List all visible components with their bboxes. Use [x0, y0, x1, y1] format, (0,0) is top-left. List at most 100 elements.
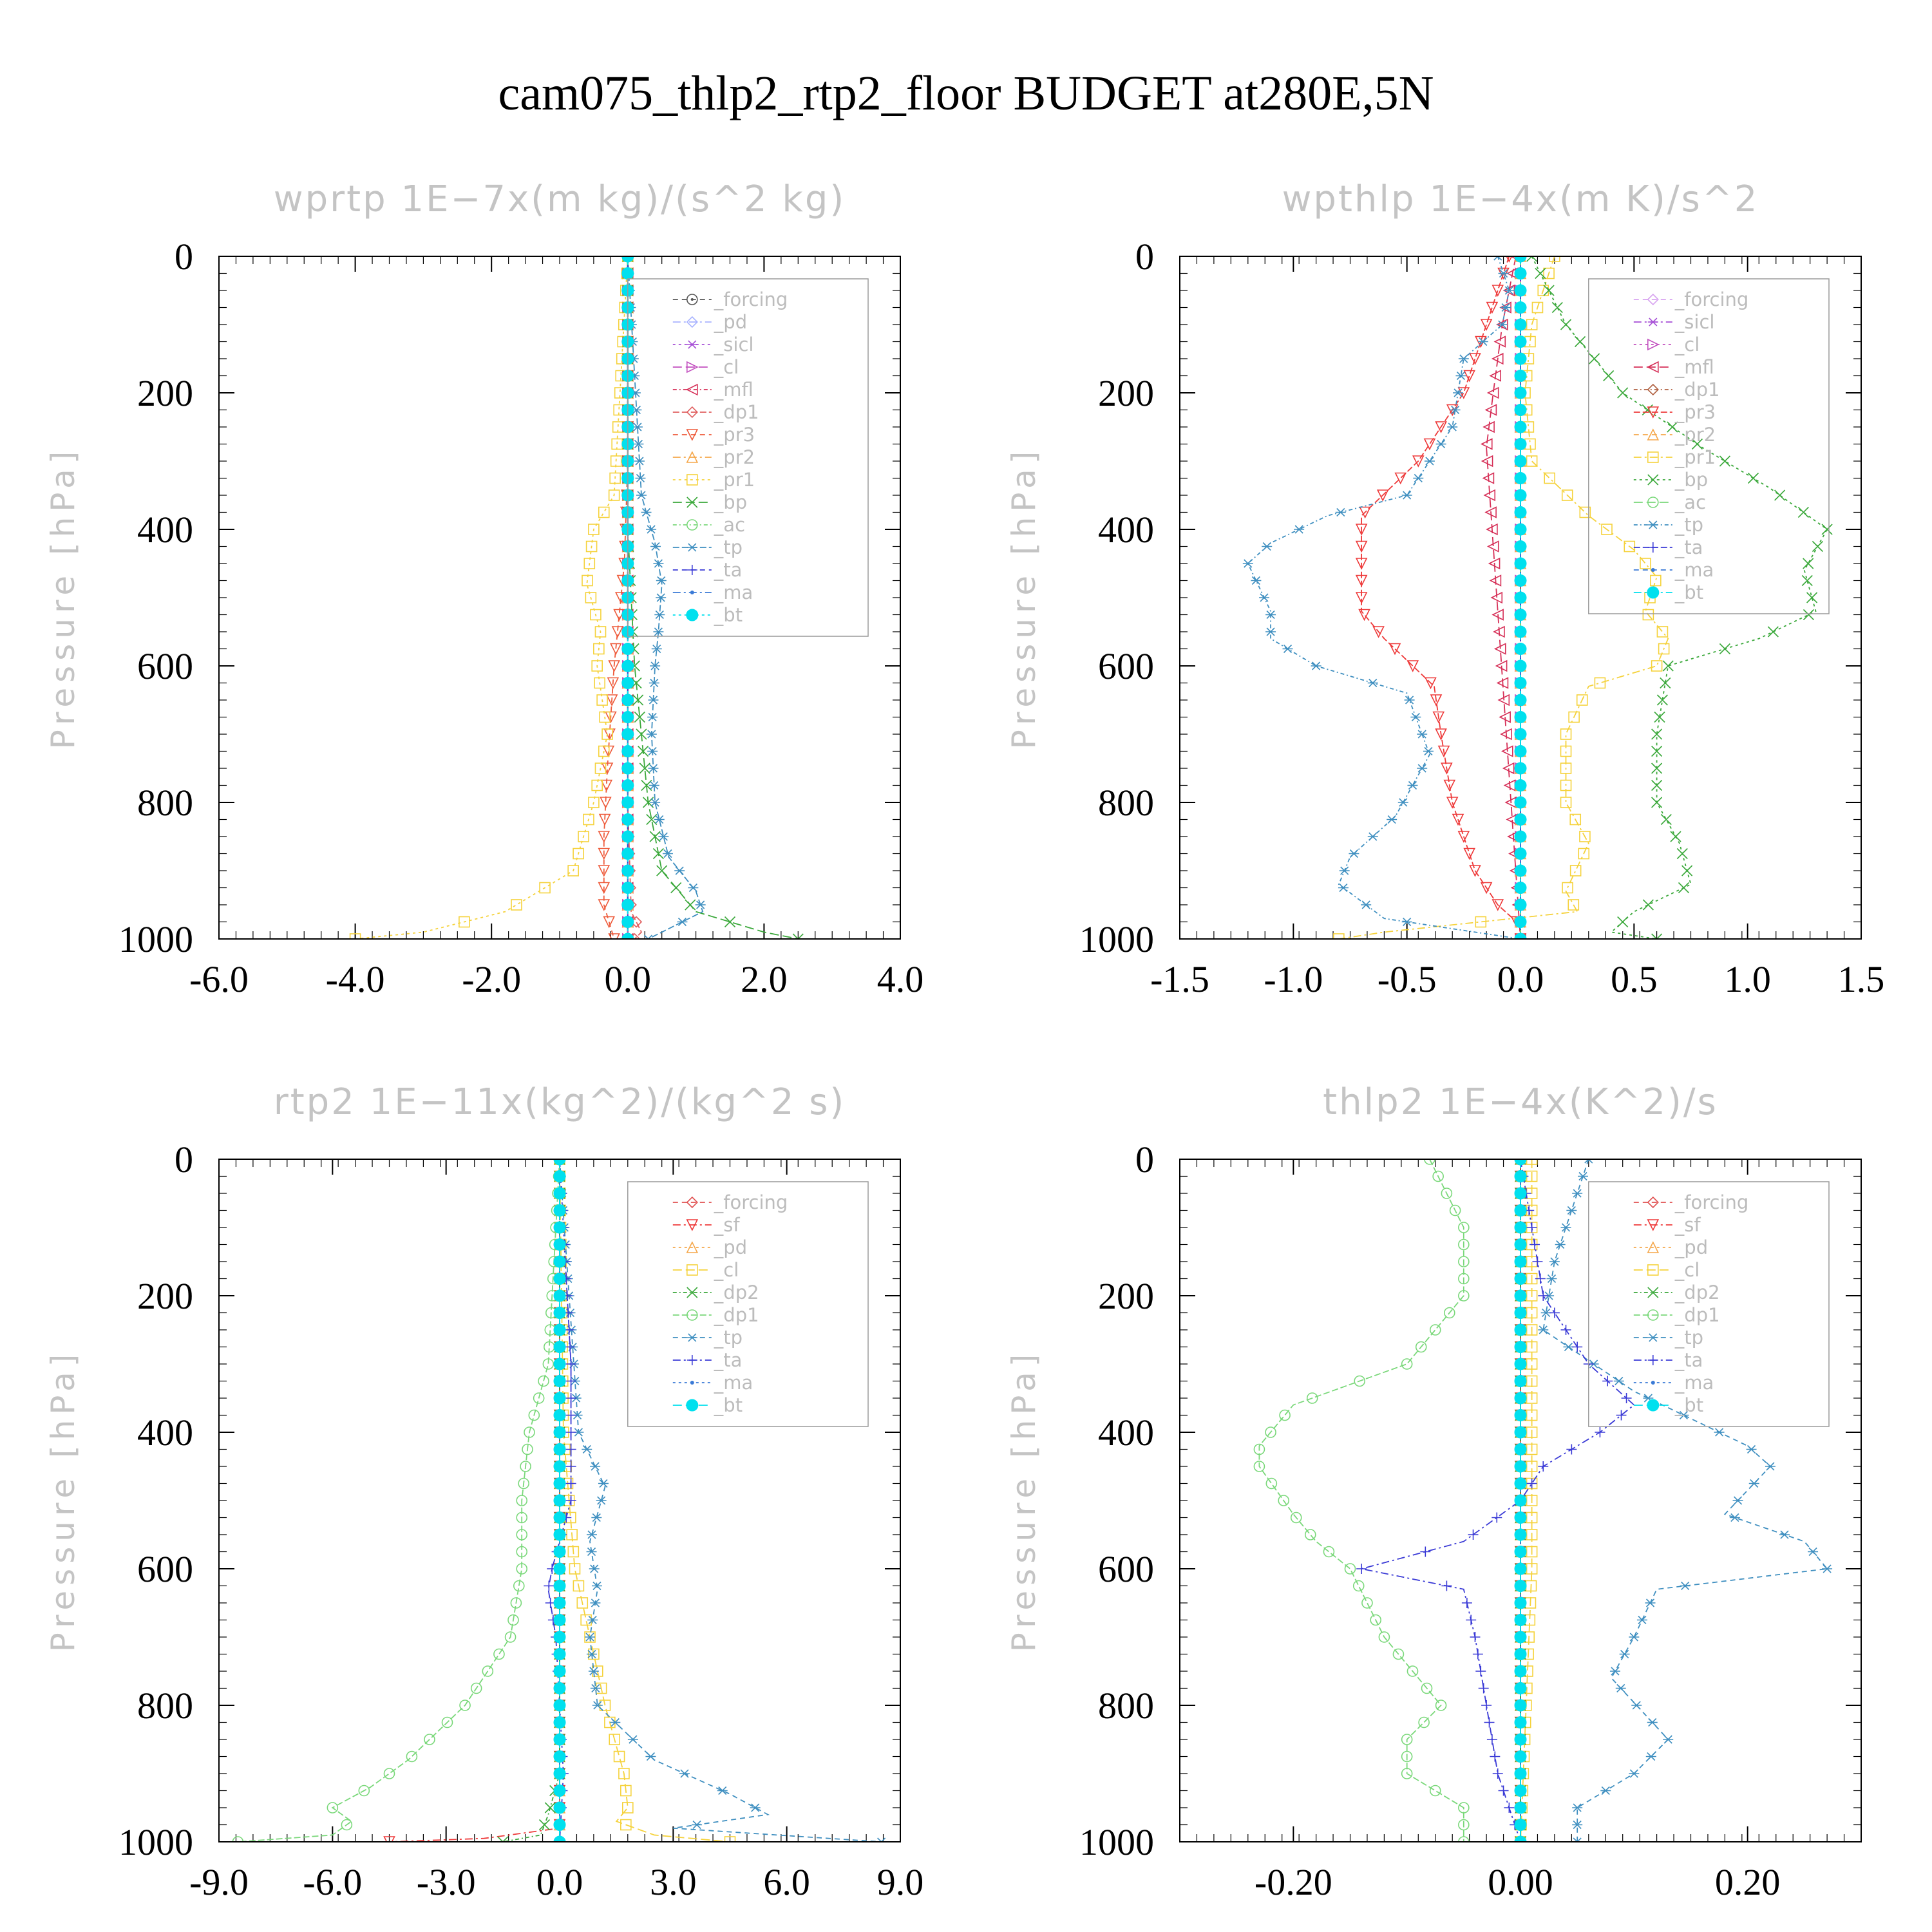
data-point [1406, 660, 1419, 672]
data-point [1407, 781, 1418, 790]
data-point [1489, 574, 1502, 587]
data-point [1514, 1750, 1527, 1763]
data-point [406, 1750, 418, 1763]
data-point [1486, 301, 1499, 314]
data-point [1514, 1699, 1527, 1712]
data-point [1747, 472, 1759, 484]
data-point [635, 473, 646, 483]
legend-box [627, 1181, 869, 1427]
data-point [610, 1718, 621, 1727]
data-point [621, 1802, 634, 1814]
data-point [1514, 506, 1527, 518]
data-point [1504, 1803, 1515, 1813]
data-point [653, 627, 664, 636]
data-point [1678, 882, 1690, 894]
data-point [553, 1546, 566, 1558]
legend-label: _bp [1674, 469, 1708, 491]
data-point [1401, 1734, 1413, 1745]
data-point [513, 1580, 525, 1592]
data-point [1372, 626, 1385, 638]
data-point [1493, 336, 1506, 348]
data-point [590, 609, 601, 621]
data-point [1514, 1835, 1527, 1842]
data-point [1376, 489, 1389, 502]
legend-label: _tp [714, 536, 743, 558]
data-point [1514, 711, 1527, 723]
legend-label: _dp1 [714, 401, 759, 423]
data-point [1394, 472, 1407, 485]
data-point [1306, 1392, 1318, 1404]
data-point [605, 711, 617, 724]
legend-label: _bp [714, 491, 747, 513]
data-point [611, 626, 624, 638]
data-point [608, 660, 620, 672]
chart-panel-2: wpthlp 1E−4x(m K)/s^2 Pressure [hPa] -1.5 -… [1005, 178, 1884, 1000]
data-point [653, 559, 664, 568]
data-point [1514, 318, 1527, 331]
data-point [598, 899, 611, 911]
data-point [1514, 455, 1527, 468]
data-point [1514, 1409, 1527, 1421]
data-point [1499, 711, 1511, 723]
data-point [1333, 933, 1345, 939]
x-tick-label: 9.0 [877, 1861, 924, 1903]
data-point [1492, 285, 1504, 297]
data-point [1822, 1564, 1833, 1573]
data-point [1458, 1273, 1470, 1285]
data-point [1514, 1460, 1527, 1473]
data-point [1535, 267, 1546, 279]
data-point [1678, 1410, 1689, 1420]
data-point [1412, 455, 1425, 468]
series-tp [1538, 1159, 1833, 1842]
data-point [553, 1835, 566, 1842]
x-tick-label: -3.0 [417, 1861, 476, 1903]
data-point [1415, 1341, 1427, 1353]
data-point [1514, 284, 1527, 297]
data-point [1526, 1290, 1538, 1302]
data-point [1492, 256, 1503, 261]
data-point [1514, 540, 1527, 553]
data-point [589, 1564, 600, 1573]
data-point [1458, 354, 1469, 363]
data-point [1514, 1204, 1527, 1217]
data-point [1475, 916, 1487, 928]
data-point [656, 576, 667, 585]
data-point [608, 489, 620, 501]
data-point [1514, 1238, 1527, 1251]
y-axis-label: Pressure [hPa] [1005, 1349, 1043, 1653]
series-line [603, 256, 629, 939]
y-tick-label: 400 [137, 1412, 193, 1454]
legend-marker [687, 497, 698, 508]
data-point [516, 1529, 528, 1540]
data-point [1425, 677, 1437, 690]
data-point [1629, 1769, 1640, 1778]
data-point [1526, 1341, 1538, 1353]
data-point [1435, 728, 1447, 741]
data-point [565, 1341, 576, 1352]
data-point [1253, 1443, 1265, 1455]
data-point [598, 745, 610, 757]
plot-area [349, 256, 804, 939]
data-point [1544, 472, 1555, 484]
data-point [567, 1546, 580, 1558]
legend-label: _forcing [1674, 289, 1749, 310]
data-point [1572, 1803, 1583, 1812]
data-point [1457, 831, 1470, 843]
legend-marker [1647, 542, 1658, 553]
data-point [1767, 626, 1779, 638]
legend-marker [690, 591, 694, 594]
data-point [553, 1392, 566, 1405]
data-point [598, 865, 611, 877]
data-point [1656, 694, 1668, 706]
data-point [553, 1477, 566, 1490]
data-point [649, 678, 659, 688]
data-point [1660, 813, 1672, 826]
data-point [1526, 1358, 1538, 1370]
data-point [1378, 1631, 1390, 1643]
data-point [1495, 659, 1508, 672]
data-point [1514, 1323, 1527, 1336]
data-point [1575, 336, 1586, 348]
data-point [1526, 1222, 1537, 1233]
data-point [670, 882, 682, 894]
data-point [1514, 762, 1527, 775]
